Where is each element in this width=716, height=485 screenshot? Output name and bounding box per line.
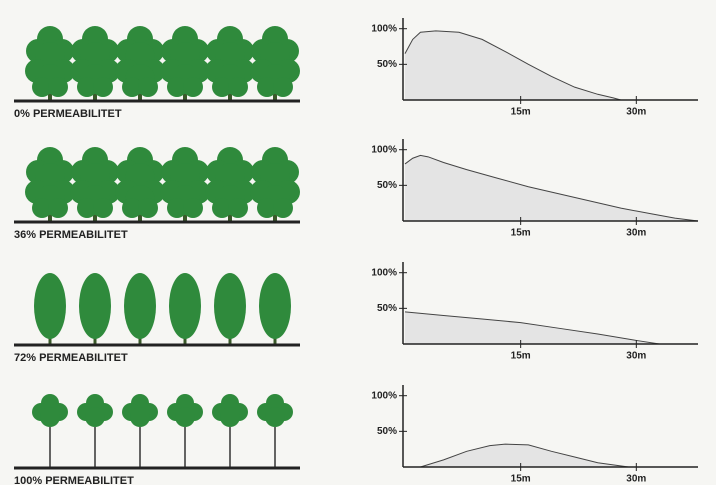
x-tick-label: 30m [626,107,646,118]
tree-crown [138,198,158,218]
trees [25,147,300,221]
area-fill [405,312,659,344]
area-fill [405,31,621,100]
x-tick-label: 30m [626,474,646,485]
tree-crown [130,407,150,427]
panel-title: 72% PERMEABILITET [14,352,128,364]
tree-crown [85,407,105,427]
x-tick-label: 15m [511,107,531,118]
y-tick-label: 50% [377,303,397,314]
trees [32,394,293,467]
panel-title: 0% PERMEABILITET [14,108,122,120]
tree-crown [228,77,248,97]
tree-crown [175,407,195,427]
y-tick-label: 100% [371,23,397,34]
tree-crown [138,77,158,97]
y-tick-label: 50% [377,59,397,70]
tree-crown [220,407,240,427]
tree-crown [48,77,68,97]
tree-crown [183,77,203,97]
tree-crown [228,198,248,218]
tree-crown [273,198,293,218]
y-tick-label: 100% [371,390,397,401]
tree-crown [169,273,201,339]
x-tick-label: 15m [511,474,531,485]
trees [25,26,300,100]
tree-crown [79,273,111,339]
y-tick-label: 100% [371,144,397,155]
panel-title: 36% PERMEABILITET [14,229,128,241]
y-tick-label: 100% [371,267,397,278]
tree-crown [34,273,66,339]
x-tick-label: 15m [511,351,531,362]
tree-crown [259,273,291,339]
infographic: 0% PERMEABILITET 50% 100% 15m 30m 36% PERMEAB… [0,0,716,485]
tree-crown [40,407,60,427]
x-tick-label: 30m [626,228,646,239]
trees [34,273,291,344]
x-tick-label: 15m [511,228,531,239]
tree-crown [265,407,285,427]
tree-crown [214,273,246,339]
area-fill [405,155,698,221]
tree-crown [93,198,113,218]
x-tick-label: 30m [626,351,646,362]
tree-crown [183,198,203,218]
y-tick-label: 50% [377,180,397,191]
tree-crown [124,273,156,339]
tree-crown [273,77,293,97]
tree-crown [48,198,68,218]
panel-title: 100% PERMEABILITET [14,475,134,485]
area-fill [405,444,629,467]
y-tick-label: 50% [377,426,397,437]
tree-crown [93,77,113,97]
